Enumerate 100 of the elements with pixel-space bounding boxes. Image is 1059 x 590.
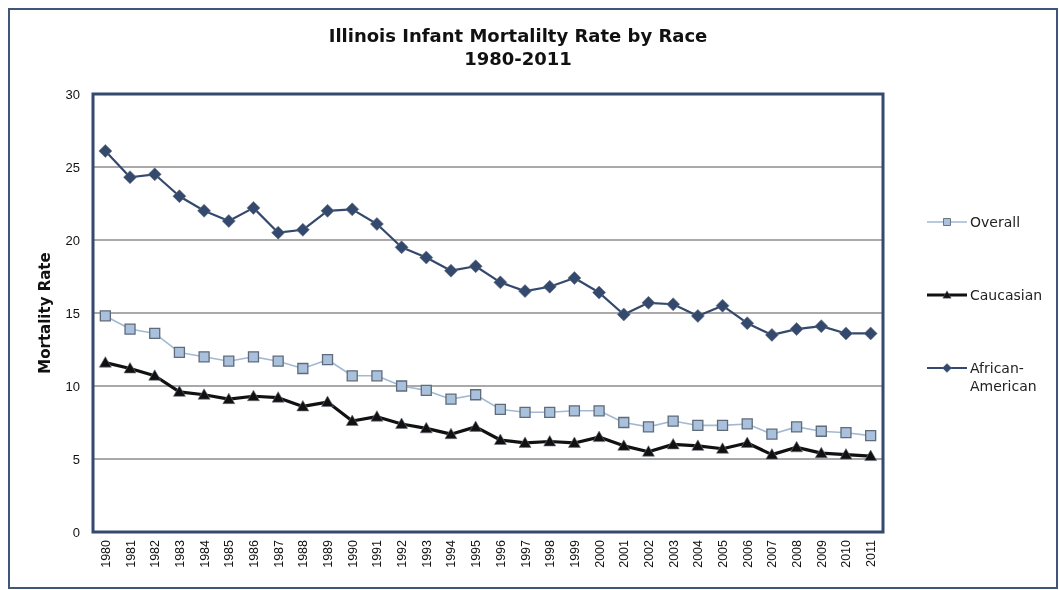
x-tick-label: 2006 (740, 539, 755, 568)
point (715, 298, 730, 313)
point (568, 436, 581, 448)
point (790, 421, 803, 433)
point (297, 362, 309, 375)
x-tick-label: 1991 (370, 539, 385, 568)
point (370, 410, 384, 422)
y-tick-label: 5 (72, 452, 80, 467)
point (617, 439, 631, 451)
point (173, 385, 186, 397)
x-tick-label: 1993 (419, 539, 434, 568)
x-tick-label: 2009 (814, 539, 829, 568)
point (272, 355, 284, 367)
point (247, 389, 260, 402)
point (618, 416, 630, 429)
point (271, 391, 285, 403)
point (814, 446, 828, 458)
x-tick-label: 1998 (543, 539, 558, 568)
point (642, 421, 655, 433)
point (666, 438, 680, 450)
y-tick-label: 30 (65, 87, 80, 102)
point (568, 405, 581, 417)
point (593, 405, 605, 417)
point (394, 240, 409, 255)
point (519, 406, 531, 418)
point (468, 259, 483, 274)
y-axis-title: Mortality Rate (36, 252, 54, 374)
x-tick-label: 2010 (839, 539, 854, 568)
point (320, 204, 335, 218)
point (223, 355, 235, 367)
point (98, 144, 113, 158)
point (247, 351, 260, 363)
point (766, 428, 778, 440)
x-tick-label: 1984 (197, 539, 212, 568)
point (370, 217, 384, 231)
point (641, 295, 656, 310)
point (345, 414, 359, 426)
x-tick-label: 1992 (395, 539, 410, 568)
point (173, 346, 186, 359)
point (420, 384, 432, 397)
point (494, 403, 506, 416)
x-tick-label: 2007 (765, 539, 780, 568)
point (419, 250, 434, 265)
point (149, 327, 161, 340)
x-tick-label: 1999 (567, 539, 582, 568)
x-tick-label: 2000 (592, 539, 607, 568)
x-tick-label: 2001 (617, 539, 632, 568)
x-tick-label: 1982 (148, 539, 163, 568)
point (470, 389, 482, 401)
point (197, 388, 211, 400)
point (667, 415, 679, 427)
point (371, 370, 383, 382)
point (863, 326, 878, 341)
x-tick-label: 1997 (518, 539, 533, 568)
y-tick-label: 15 (65, 306, 80, 321)
legend-label: Overall (970, 214, 1021, 230)
point (789, 322, 804, 336)
point (172, 189, 187, 203)
point (616, 307, 631, 322)
point (494, 433, 507, 445)
point (345, 202, 360, 217)
point (666, 297, 680, 312)
y-tick-label: 0 (72, 525, 80, 540)
x-tick-label: 1995 (469, 539, 484, 568)
point (444, 263, 458, 278)
point (395, 380, 408, 392)
point (542, 279, 557, 294)
point (765, 448, 779, 460)
point (321, 395, 334, 407)
point (469, 420, 482, 432)
x-tick-label: 1986 (246, 539, 261, 568)
y-tick-label: 25 (65, 160, 80, 175)
point (222, 392, 236, 404)
point (197, 204, 211, 218)
x-tick-label: 2002 (641, 539, 656, 568)
point (691, 309, 705, 323)
point (864, 449, 877, 461)
point (839, 448, 853, 460)
point (346, 370, 358, 382)
point (123, 362, 137, 374)
point (840, 427, 852, 439)
x-tick-label: 1985 (222, 539, 237, 568)
point (740, 316, 755, 331)
point (198, 351, 210, 363)
chart-title: Illinois Infant Mortalilty Rate by Race (328, 25, 708, 46)
point (815, 425, 827, 437)
point (124, 323, 136, 335)
point (493, 275, 508, 290)
point (147, 167, 162, 182)
point (592, 430, 606, 442)
x-tick-label: 1994 (444, 539, 459, 568)
point (99, 310, 111, 322)
x-tick-label: 1980 (98, 539, 113, 568)
x-tick-label: 2008 (790, 539, 805, 568)
legend-label: African-American (970, 360, 1037, 394)
point (543, 435, 557, 447)
point (865, 429, 877, 442)
point (642, 445, 655, 457)
point (321, 354, 334, 366)
point (419, 422, 433, 434)
